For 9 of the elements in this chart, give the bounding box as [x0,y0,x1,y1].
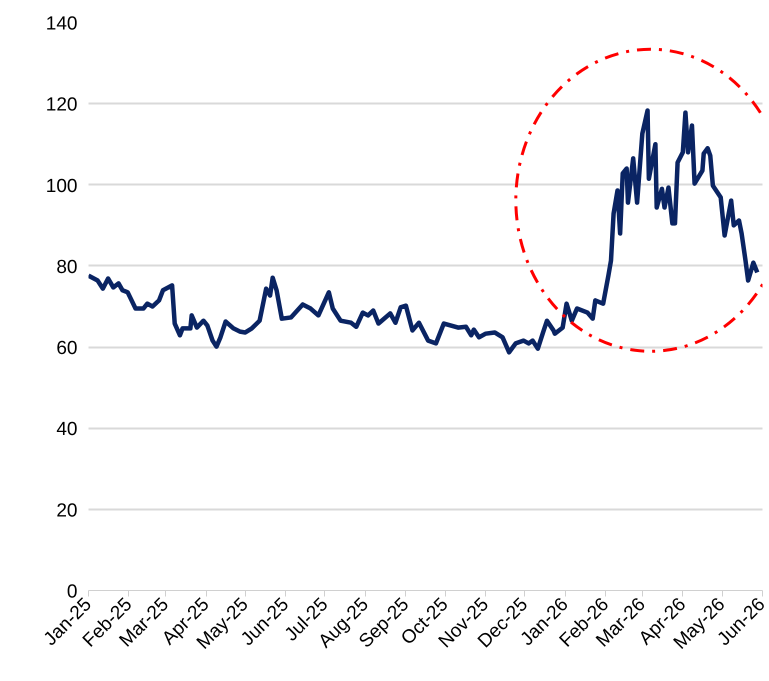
y-tick-label: 140 [46,14,78,34]
line-series [88,108,760,355]
y-tick-label: 60 [56,338,78,360]
y-tick-label: 100 [46,176,78,197]
y-tick-label: 40 [56,419,78,440]
y-tick-label: 0 [66,582,78,602]
y-tick-label: 80 [56,256,78,278]
y-tick-label: 120 [46,94,78,116]
y-tick-label: 20 [56,500,78,522]
